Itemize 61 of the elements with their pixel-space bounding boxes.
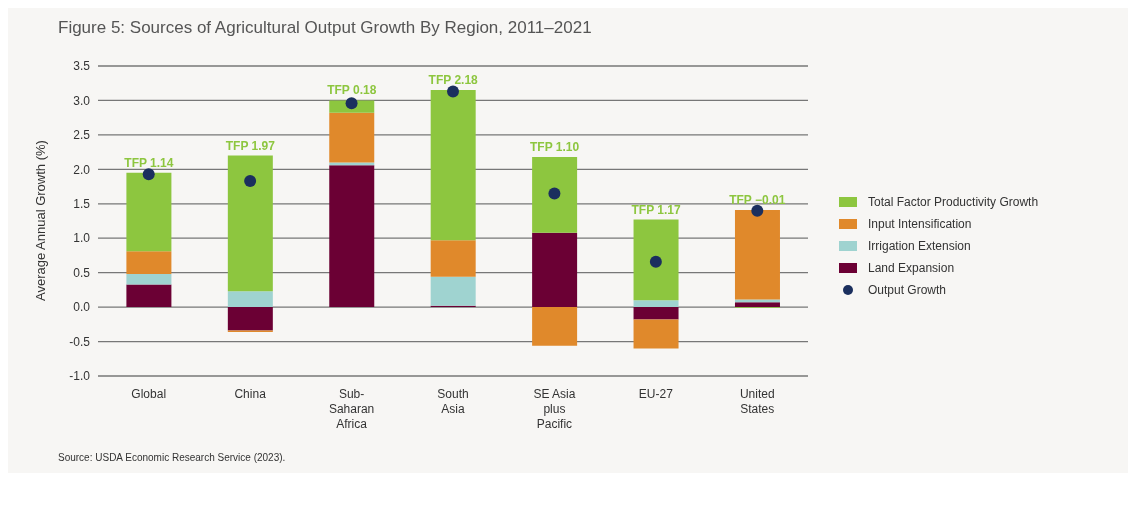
bar bbox=[633, 319, 679, 349]
y-tick-label: 3.5 bbox=[73, 59, 91, 74]
x-tick-label: China bbox=[234, 387, 267, 401]
point bbox=[548, 187, 561, 200]
y-tick-label: 3.0 bbox=[73, 93, 91, 108]
y-tick-label: -0.5 bbox=[69, 334, 91, 349]
bar bbox=[734, 302, 780, 308]
y-axis-title: Average Annual Growth (%) bbox=[32, 140, 48, 301]
bar bbox=[126, 274, 172, 285]
y-tick-label: 1.0 bbox=[73, 231, 91, 246]
bar bbox=[329, 165, 375, 308]
x-tick-label: EU-27 bbox=[638, 387, 674, 401]
bar bbox=[227, 307, 273, 331]
legend-label: Land Expansion bbox=[868, 261, 955, 275]
bar bbox=[532, 307, 578, 346]
bar bbox=[329, 112, 375, 163]
bar bbox=[126, 284, 172, 308]
data-label: TFP 1.14 bbox=[124, 155, 174, 170]
bar bbox=[532, 156, 578, 233]
y-tick-label: 2.5 bbox=[73, 128, 91, 143]
bar bbox=[430, 90, 476, 241]
point bbox=[751, 204, 764, 217]
bar bbox=[430, 240, 476, 277]
legend-label: Input Intensification bbox=[868, 217, 972, 231]
x-tick-label: Global bbox=[131, 387, 167, 401]
point bbox=[244, 175, 257, 188]
bar bbox=[227, 291, 273, 308]
chart-title: Figure 5: Sources of Agricultural Output Growth By Region, 2011–2021 bbox=[58, 18, 593, 38]
point bbox=[447, 85, 459, 98]
y-tick-label: 0.5 bbox=[73, 265, 91, 280]
data-label: TFP 1.17 bbox=[631, 202, 681, 217]
y-tick-label: 0.0 bbox=[73, 300, 91, 315]
bar bbox=[126, 251, 172, 275]
bar bbox=[633, 300, 679, 308]
point bbox=[649, 255, 662, 268]
x-tick-label: United States bbox=[739, 387, 775, 416]
bar bbox=[430, 276, 476, 306]
bar bbox=[734, 209, 780, 300]
x-tick-label: SE Asia plus Pacific bbox=[533, 387, 576, 431]
point bbox=[142, 168, 155, 181]
source-note: Source: USDA Economic Research Service (2023). bbox=[58, 452, 287, 463]
bar bbox=[329, 162, 375, 166]
data-label: TFP 1.10 bbox=[530, 139, 580, 154]
y-tick-label: 2.0 bbox=[73, 162, 91, 177]
legend-label: Output Growth bbox=[868, 283, 947, 297]
data-label: TFP 0.18 bbox=[327, 83, 377, 98]
legend-label: Irrigation Extension bbox=[868, 239, 971, 253]
bar bbox=[126, 172, 172, 252]
point bbox=[345, 97, 358, 110]
annotation: TFP −0.01 bbox=[729, 192, 786, 207]
legend-label: Total Factor Productivity Growth bbox=[868, 195, 1039, 209]
bar bbox=[633, 219, 679, 301]
x-tick-label: Sub-Saharan Africa bbox=[328, 387, 375, 431]
y-tick-label: 1.5 bbox=[73, 197, 91, 212]
bar bbox=[633, 307, 679, 320]
bar bbox=[532, 232, 578, 308]
x-tick-label: South Asia bbox=[437, 387, 469, 416]
data-label: TFP 2.18 bbox=[428, 73, 479, 88]
data-label: TFP 1.97 bbox=[225, 138, 276, 153]
bar bbox=[227, 155, 273, 292]
y-tick-label: -1.0 bbox=[69, 369, 91, 384]
